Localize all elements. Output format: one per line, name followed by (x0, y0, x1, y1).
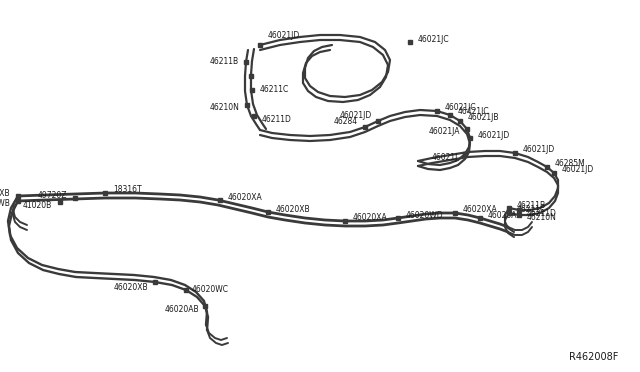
Text: 46020WB: 46020WB (0, 199, 10, 208)
Text: 41020B: 41020B (23, 201, 52, 209)
Text: 46210N: 46210N (209, 103, 239, 112)
Text: 46020AB: 46020AB (488, 211, 523, 219)
Text: 46021JD: 46021JD (478, 131, 510, 140)
Text: 46211B: 46211B (517, 201, 546, 209)
Text: 49720Z: 49720Z (38, 190, 67, 199)
Text: 46211B: 46211B (210, 58, 239, 67)
Text: 46284: 46284 (334, 118, 358, 126)
Text: 46020XB: 46020XB (0, 189, 10, 199)
Text: 46211D: 46211D (262, 115, 292, 124)
Text: 46020WD: 46020WD (406, 211, 444, 219)
Text: 46421JC: 46421JC (458, 108, 490, 116)
Text: 46021JC: 46021JC (418, 35, 450, 44)
Text: 46021JA: 46021JA (429, 128, 460, 137)
Text: 46021JD: 46021JD (340, 110, 372, 119)
Text: 46020XB: 46020XB (276, 205, 310, 214)
Text: 46021J: 46021J (431, 153, 458, 161)
Text: 46020XA: 46020XA (228, 192, 263, 202)
Text: 46211C: 46211C (517, 205, 547, 215)
Text: 46211C: 46211C (260, 86, 289, 94)
Text: R462008F: R462008F (568, 352, 618, 362)
Text: 46021JB: 46021JB (468, 113, 499, 122)
Text: 46021JD: 46021JD (562, 166, 595, 174)
Text: 46020XA: 46020XA (353, 214, 388, 222)
Text: 46020AB: 46020AB (164, 305, 199, 314)
Text: 46285M: 46285M (555, 160, 586, 169)
Text: 46021JD: 46021JD (268, 31, 300, 40)
Text: 46020XB: 46020XB (113, 282, 148, 292)
Text: 46210N: 46210N (527, 214, 557, 222)
Text: 46211D: 46211D (527, 208, 557, 218)
Text: 18316T: 18316T (113, 186, 141, 195)
Text: 46021JC: 46021JC (445, 103, 477, 112)
Text: 46020WC: 46020WC (192, 285, 229, 295)
Text: 46020XA: 46020XA (463, 205, 498, 215)
Text: 46021JD: 46021JD (523, 145, 556, 154)
